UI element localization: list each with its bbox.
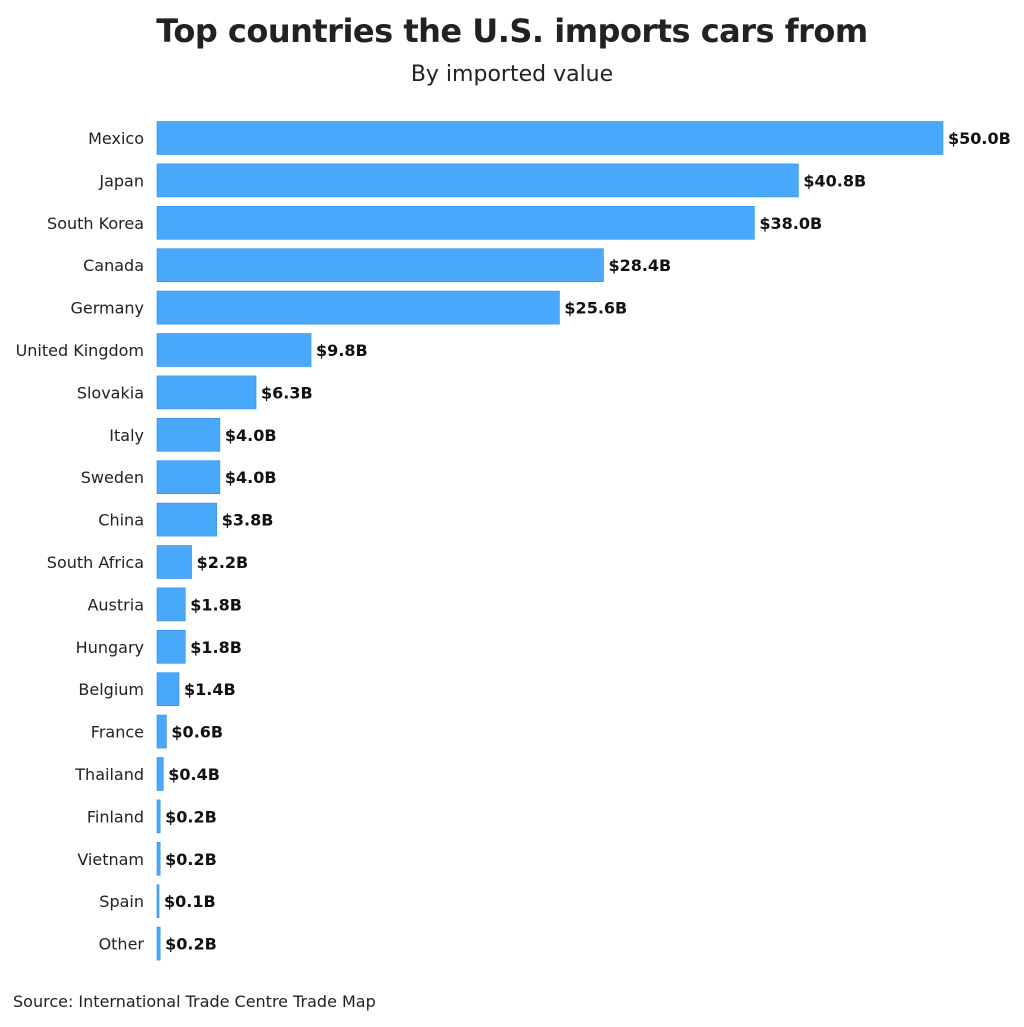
category-label: South Africa bbox=[47, 553, 144, 572]
bar bbox=[156, 714, 167, 749]
category-label: Thailand bbox=[74, 765, 144, 784]
value-label: $1.8B bbox=[190, 595, 242, 614]
category-label: Italy bbox=[109, 426, 144, 445]
category-label: Japan bbox=[98, 171, 144, 190]
value-label: $50.0B bbox=[948, 129, 1011, 148]
value-label: $38.0B bbox=[759, 214, 822, 233]
bar bbox=[156, 333, 312, 367]
category-label: Sweden bbox=[81, 468, 144, 487]
bar bbox=[156, 841, 161, 876]
category-label: United Kingdom bbox=[16, 341, 144, 360]
value-label: $0.2B bbox=[165, 935, 217, 954]
bar bbox=[156, 460, 221, 495]
bar bbox=[156, 757, 164, 791]
category-label: France bbox=[91, 723, 144, 742]
category-label: Belgium bbox=[78, 680, 144, 699]
category-label: Austria bbox=[87, 595, 144, 614]
bar bbox=[156, 248, 604, 282]
value-label: $0.2B bbox=[165, 807, 217, 826]
value-label: $9.8B bbox=[316, 341, 368, 360]
category-label: Finland bbox=[87, 807, 144, 826]
category-label: Slovakia bbox=[77, 383, 144, 402]
bar bbox=[156, 799, 161, 834]
value-label: $25.6B bbox=[564, 299, 627, 318]
source-note: Source: International Trade Centre Trade… bbox=[13, 992, 376, 1011]
value-label: $40.8B bbox=[803, 171, 866, 190]
category-label: China bbox=[98, 511, 144, 530]
category-label: South Korea bbox=[47, 214, 144, 233]
category-label: Canada bbox=[83, 256, 144, 275]
bar bbox=[156, 884, 160, 919]
bar bbox=[156, 587, 186, 622]
category-label: Hungary bbox=[76, 638, 144, 657]
bar bbox=[156, 417, 221, 452]
value-label: $1.4B bbox=[184, 680, 236, 699]
bar bbox=[156, 926, 161, 961]
bar bbox=[156, 502, 218, 537]
value-label: $6.3B bbox=[261, 383, 313, 402]
value-label: $1.8B bbox=[190, 638, 242, 657]
value-label: $4.0B bbox=[225, 468, 277, 487]
value-label: $28.4B bbox=[608, 256, 671, 275]
category-label: Other bbox=[99, 935, 145, 954]
bar bbox=[156, 375, 257, 410]
category-label: Vietnam bbox=[77, 850, 144, 869]
value-label: $0.1B bbox=[164, 892, 216, 911]
bar bbox=[156, 290, 560, 325]
category-label: Germany bbox=[70, 299, 144, 318]
value-label: $4.0B bbox=[225, 426, 277, 445]
chart-subtitle: By imported value bbox=[410, 62, 614, 87]
bar bbox=[156, 672, 180, 707]
bar bbox=[156, 206, 755, 240]
category-label: Mexico bbox=[88, 129, 144, 148]
value-label: $0.6B bbox=[171, 723, 223, 742]
value-label: $0.2B bbox=[165, 850, 217, 869]
bar bbox=[156, 545, 192, 579]
value-label: $2.2B bbox=[197, 553, 249, 572]
bar-chart: Mexico $50.0B Japan $40.8B South Korea $38.0B… bbox=[16, 121, 1011, 961]
bar bbox=[156, 163, 799, 198]
bar bbox=[156, 629, 186, 664]
chart-title: Top countries the U.S. imports cars from bbox=[156, 12, 868, 50]
category-label: Spain bbox=[99, 892, 144, 911]
value-label: $3.8B bbox=[222, 511, 274, 530]
value-label: $0.4B bbox=[168, 765, 220, 784]
bars-group: Mexico $50.0B Japan $40.8B South Korea $38.0B… bbox=[16, 121, 1011, 961]
bar bbox=[156, 121, 944, 155]
